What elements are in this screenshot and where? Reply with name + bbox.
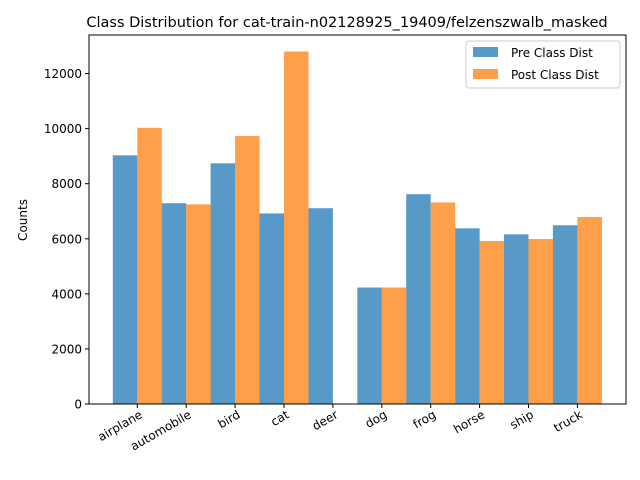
bar-pre-automobile (161, 203, 187, 404)
bars (112, 51, 602, 405)
y-axis-label: Counts (16, 199, 30, 241)
y-tick-label: 6000 (51, 232, 82, 246)
bar-pre-bird (210, 163, 236, 404)
bar-post-dog (381, 287, 407, 404)
chart-title: Class Distribution for cat-train-n021289… (86, 15, 607, 31)
bar-pre-horse (455, 228, 480, 404)
y-tick-label: 0 (74, 398, 82, 412)
legend-swatch-post (473, 69, 498, 79)
legend-label-post: Post Class Dist (511, 68, 599, 82)
bar-pre-cat (259, 213, 284, 404)
bar-post-automobile (186, 204, 211, 404)
y-tick-label: 4000 (51, 287, 82, 301)
bar-pre-ship (504, 234, 529, 404)
bar-pre-dog (357, 287, 382, 404)
y-tick-label: 8000 (51, 177, 82, 191)
y-tick-label: 2000 (51, 342, 82, 356)
legend-label-pre: Pre Class Dist (511, 46, 593, 60)
bar-pre-frog (406, 194, 431, 404)
bar-post-frog (430, 202, 456, 404)
bar-post-horse (479, 240, 505, 404)
legend-frame (465, 40, 621, 89)
y-tick-label: 12000 (44, 67, 82, 81)
y-tick-label: 10000 (44, 122, 82, 136)
bar-post-cat (284, 51, 309, 405)
bar-post-bird (235, 136, 260, 404)
y-axis: 0 2000 4000 6000 8000 10000 12000 (44, 67, 89, 412)
bar-pre-deer (308, 208, 333, 404)
plot-frame (88, 34, 627, 405)
bar-post-ship (528, 239, 553, 404)
bar-post-airplane (137, 127, 162, 405)
legend-swatch-pre (473, 47, 498, 57)
legend: Pre Class Dist Post Class Dist (465, 40, 621, 89)
bar-pre-airplane (112, 155, 138, 404)
bar-post-truck (577, 217, 602, 404)
bar-pre-truck (552, 225, 578, 404)
